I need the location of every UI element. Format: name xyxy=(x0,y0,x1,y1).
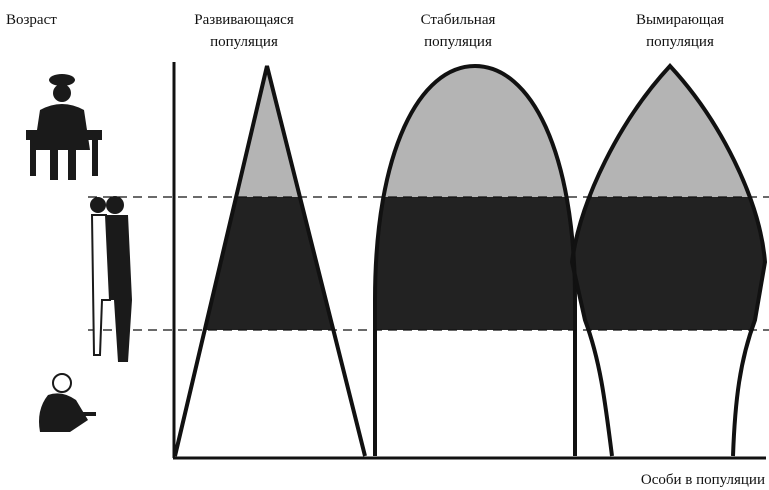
pyramid-growing xyxy=(175,66,365,456)
couple-icon xyxy=(90,196,132,362)
elderly-icon xyxy=(26,74,102,180)
population-title: популяция xyxy=(424,34,492,50)
pyramid-outlines xyxy=(173,63,768,457)
population-title: Вымирающая xyxy=(636,12,724,28)
x-axis-label: Особи в популяции xyxy=(641,472,765,488)
pyramid-stable xyxy=(375,66,575,456)
age-label: Возраст xyxy=(6,12,57,28)
population-title: популяция xyxy=(646,34,714,50)
child-icon xyxy=(39,373,96,432)
population-title: Развивающаяся xyxy=(194,12,294,28)
population-title: популяция xyxy=(210,34,278,50)
population-title: Стабильная xyxy=(421,12,496,28)
